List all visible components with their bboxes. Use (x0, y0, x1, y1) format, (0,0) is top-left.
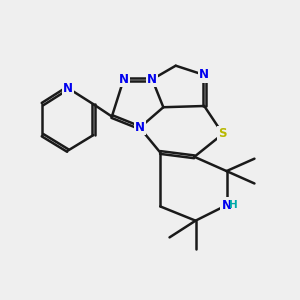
Text: N: N (135, 121, 145, 134)
Text: S: S (219, 128, 227, 140)
Text: N: N (199, 68, 209, 82)
Text: N: N (119, 73, 129, 86)
Text: N: N (63, 82, 73, 94)
Text: N: N (222, 199, 232, 212)
Text: H: H (229, 200, 238, 210)
Text: N: N (147, 73, 157, 86)
